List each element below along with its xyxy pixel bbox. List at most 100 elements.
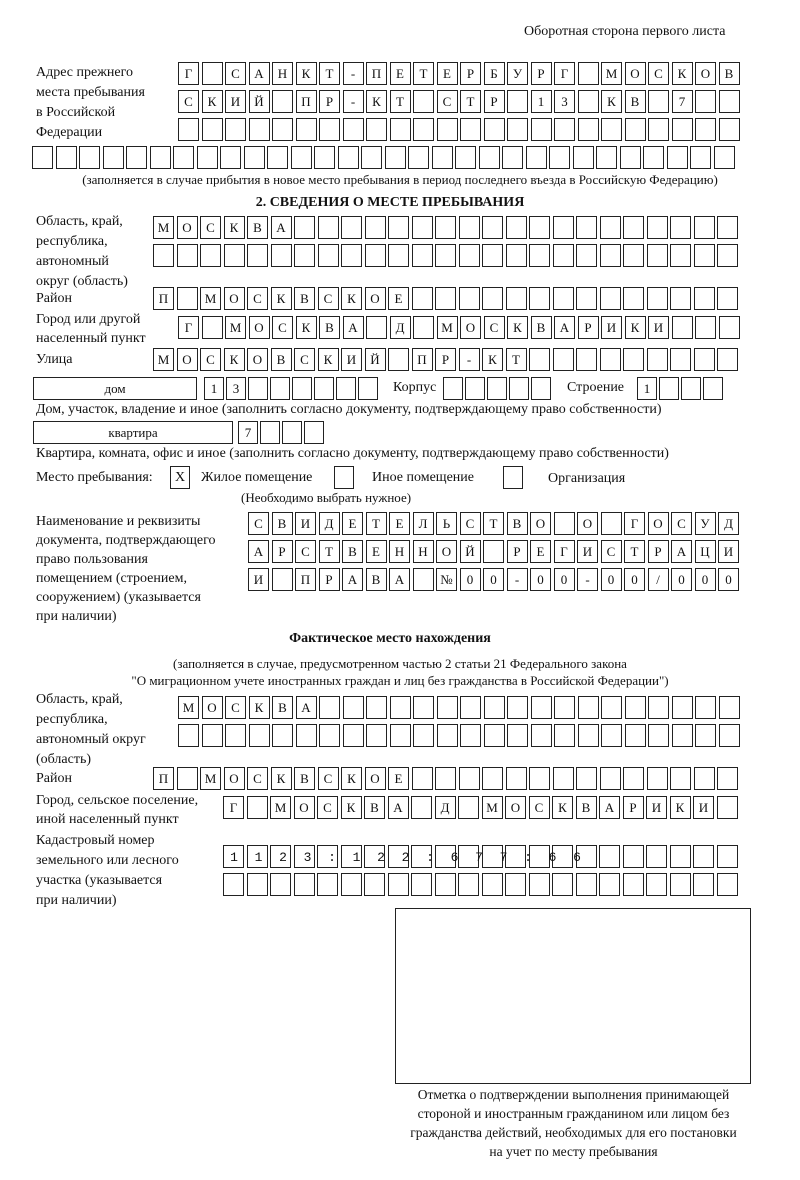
char-cell[interactable] [388, 244, 409, 267]
char-cell[interactable]: О [695, 62, 716, 85]
char-cell[interactable] [364, 845, 385, 868]
char-cell[interactable] [690, 146, 711, 169]
char-cell[interactable] [693, 767, 715, 790]
char-cell[interactable] [601, 724, 622, 747]
char-cell[interactable] [388, 216, 409, 239]
char-cell[interactable] [411, 216, 433, 239]
char-cell[interactable] [648, 724, 669, 747]
char-cell[interactable]: А [270, 216, 292, 239]
char-cell[interactable] [487, 377, 507, 400]
char-cell[interactable] [294, 216, 315, 239]
char-cell[interactable]: О [460, 316, 481, 339]
char-cell[interactable] [577, 118, 599, 141]
char-cell[interactable]: М [178, 696, 199, 719]
char-cell[interactable]: К [552, 796, 573, 819]
char-cell[interactable] [340, 845, 362, 868]
char-cell[interactable]: В [624, 90, 646, 113]
char-cell[interactable]: С [483, 316, 505, 339]
char-cell[interactable] [482, 287, 503, 310]
char-cell[interactable] [260, 421, 280, 444]
char-cell[interactable] [601, 118, 622, 141]
char-cell[interactable] [317, 845, 338, 868]
char-cell[interactable] [599, 348, 621, 371]
char-cell[interactable]: Р [271, 540, 293, 563]
char-cell[interactable] [178, 724, 199, 747]
char-cell[interactable]: 0 [671, 568, 692, 591]
char-cell[interactable] [599, 287, 621, 310]
cadastral-row-1[interactable] [223, 845, 740, 868]
char-cell[interactable] [575, 845, 597, 868]
char-cell[interactable] [304, 421, 324, 444]
char-cell[interactable]: М [200, 767, 221, 790]
char-cell[interactable] [507, 696, 528, 719]
char-cell[interactable]: К [248, 696, 270, 719]
char-cell[interactable] [411, 244, 433, 267]
char-cell[interactable] [483, 724, 505, 747]
char-cell[interactable]: О [176, 348, 198, 371]
char-cell[interactable] [599, 873, 620, 896]
char-cell[interactable] [530, 696, 552, 719]
char-cell[interactable] [623, 244, 644, 267]
char-cell[interactable] [149, 146, 171, 169]
char-cell[interactable]: 7 [238, 421, 258, 444]
char-cell[interactable]: Е [436, 62, 458, 85]
char-cell[interactable] [478, 146, 500, 169]
char-cell[interactable]: С [317, 796, 338, 819]
char-cell[interactable]: А [671, 540, 692, 563]
char-cell[interactable]: В [272, 696, 293, 719]
char-cell[interactable]: М [481, 796, 503, 819]
char-cell[interactable]: С [436, 90, 458, 113]
char-cell[interactable]: О [223, 767, 245, 790]
char-cell[interactable] [643, 146, 664, 169]
char-cell[interactable]: Г [553, 540, 575, 563]
char-cell[interactable]: Т [389, 90, 411, 113]
char-cell[interactable]: / [647, 568, 669, 591]
char-cell[interactable] [483, 540, 504, 563]
char-cell[interactable] [314, 146, 335, 169]
char-cell[interactable] [267, 146, 288, 169]
char-cell[interactable]: 0 [530, 568, 551, 591]
char-cell[interactable] [342, 724, 364, 747]
char-cell[interactable] [225, 118, 246, 141]
char-cell[interactable] [659, 377, 679, 400]
char-cell[interactable] [552, 873, 573, 896]
char-cell[interactable] [436, 696, 458, 719]
char-cell[interactable]: О [364, 287, 386, 310]
char-cell[interactable] [220, 146, 241, 169]
char-cell[interactable]: С [671, 512, 692, 535]
char-cell[interactable]: Н [412, 540, 434, 563]
char-cell[interactable]: 0 [483, 568, 504, 591]
char-cell[interactable] [79, 146, 100, 169]
char-cell[interactable]: К [601, 90, 622, 113]
char-cell[interactable] [552, 287, 574, 310]
char-cell[interactable] [246, 873, 268, 896]
char-cell[interactable]: И [693, 796, 714, 819]
char-cell[interactable]: К [317, 348, 339, 371]
char-cell[interactable]: А [389, 568, 410, 591]
char-cell[interactable] [436, 724, 458, 747]
char-cell[interactable]: П [366, 62, 387, 85]
char-cell[interactable] [176, 244, 198, 267]
region-row-2[interactable] [153, 244, 741, 267]
char-cell[interactable]: А [554, 316, 575, 339]
char-cell[interactable]: К [295, 62, 317, 85]
char-cell[interactable] [102, 146, 124, 169]
char-cell[interactable]: М [436, 316, 458, 339]
char-cell[interactable] [717, 767, 738, 790]
char-cell[interactable] [528, 845, 550, 868]
char-cell[interactable] [413, 90, 434, 113]
char-cell[interactable]: Д [318, 512, 340, 535]
char-cell[interactable]: 1 [204, 377, 224, 400]
previous-address-row-3[interactable] [178, 118, 742, 141]
char-cell[interactable]: Й [248, 90, 270, 113]
char-cell[interactable]: № [436, 568, 457, 591]
char-cell[interactable]: К [671, 62, 693, 85]
char-cell[interactable] [431, 146, 453, 169]
char-cell[interactable] [577, 62, 599, 85]
char-cell[interactable] [622, 873, 644, 896]
char-cell[interactable] [295, 724, 317, 747]
char-cell[interactable]: В [718, 62, 740, 85]
